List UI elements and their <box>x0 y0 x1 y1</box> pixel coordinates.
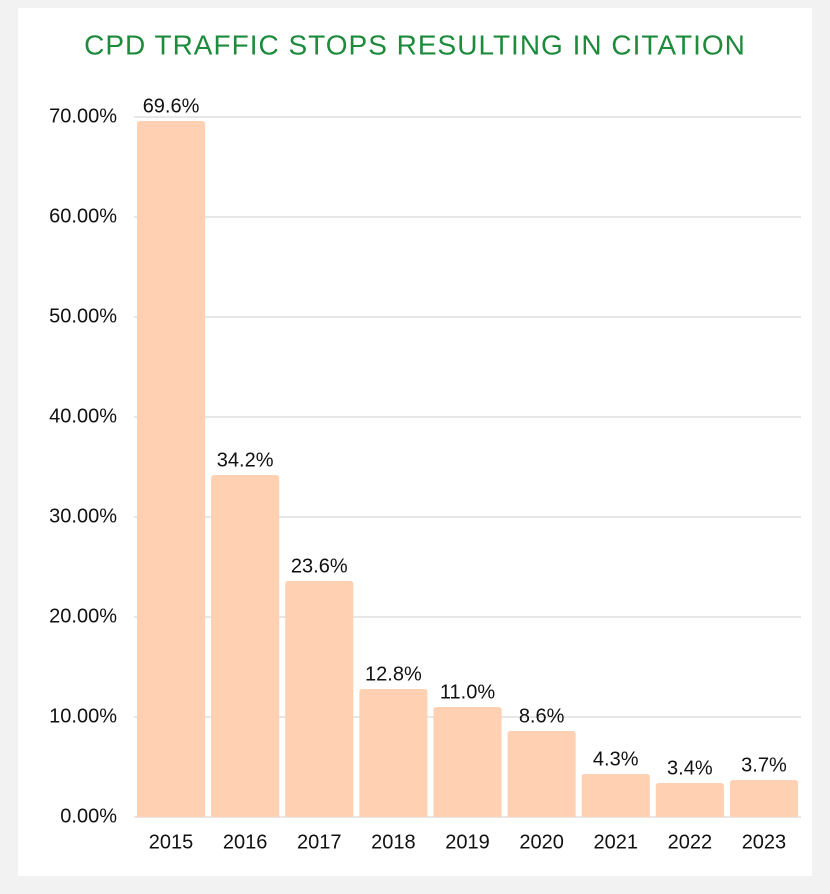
data-label: 3.4% <box>667 757 713 779</box>
bar <box>285 581 354 817</box>
data-label: 4.3% <box>593 748 639 770</box>
x-tick-label: 2018 <box>371 831 416 853</box>
x-tick-label: 2015 <box>149 831 194 853</box>
y-tick-label: 0.00% <box>60 805 117 827</box>
x-tick-label: 2023 <box>742 831 787 853</box>
chart-title: CPD TRAFFIC STOPS RESULTING IN CITATION <box>84 29 746 60</box>
x-tick-label: 2016 <box>223 831 268 853</box>
y-tick-label: 50.00% <box>49 305 117 327</box>
bar <box>507 731 576 817</box>
y-tick-label: 10.00% <box>49 705 117 727</box>
data-label: 3.7% <box>741 754 787 776</box>
bar <box>211 475 280 817</box>
bar <box>729 780 798 817</box>
bar <box>137 121 206 817</box>
bar <box>433 707 502 817</box>
x-tick-label: 2022 <box>668 831 713 853</box>
data-label: 12.8% <box>365 663 422 685</box>
bar <box>359 689 428 817</box>
x-tick-label: 2019 <box>445 831 490 853</box>
bar <box>655 783 724 817</box>
y-tick-label: 20.00% <box>49 605 117 627</box>
data-label: 8.6% <box>519 705 565 727</box>
y-tick-label: 30.00% <box>49 505 117 527</box>
y-tick-label: 70.00% <box>49 105 117 127</box>
data-label: 11.0% <box>440 681 495 703</box>
x-tick-label: 2021 <box>593 831 638 853</box>
x-tick-label: 2017 <box>297 831 342 853</box>
data-label: 23.6% <box>291 555 348 577</box>
y-tick-label: 60.00% <box>49 205 117 227</box>
x-tick-label: 2020 <box>519 831 564 853</box>
data-label: 69.6% <box>143 95 200 117</box>
data-label: 34.2% <box>217 449 274 471</box>
y-tick-label: 40.00% <box>49 405 117 427</box>
bar <box>581 774 650 817</box>
